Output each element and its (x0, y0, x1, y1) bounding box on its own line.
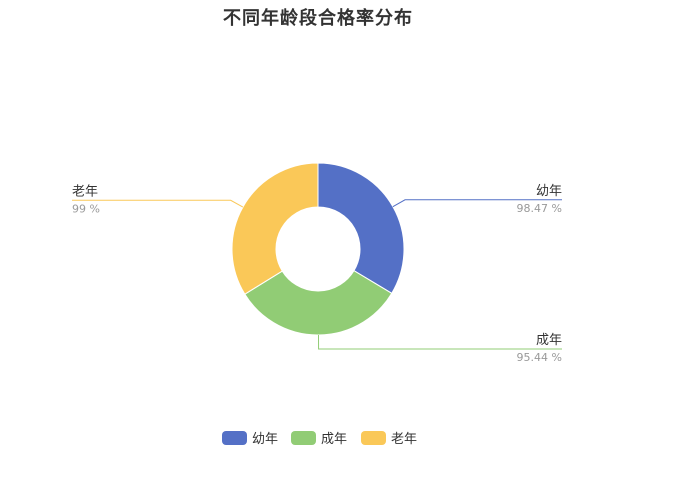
slice-labels: 幼年 98.47 % 成年 95.44 % 老年 99 % (72, 184, 562, 364)
legend-swatch-youth (222, 431, 247, 445)
legend-swatch-adult (291, 431, 316, 445)
donut-slice-youth[interactable] (317, 162, 405, 295)
chart-title: 不同年龄段合格率分布 (223, 8, 413, 29)
legend-label-adult: 成年 (321, 432, 347, 447)
legend-label-senior: 老年 (391, 432, 417, 447)
donut-slice-adult[interactable] (244, 269, 393, 336)
legend-label-youth: 幼年 (252, 432, 278, 447)
slice-label-adult: 成年 (536, 333, 562, 348)
leader-line-adult (317, 334, 562, 350)
chart-legend[interactable]: 幼年 成年 老年 (222, 431, 417, 447)
slice-label-youth: 幼年 (536, 184, 562, 199)
donut-slice-senior[interactable] (231, 162, 319, 295)
legend-item-youth[interactable]: 幼年 (222, 431, 278, 447)
leader-line-youth (392, 199, 562, 208)
leader-line-senior (72, 199, 244, 208)
slice-label-senior: 老年 (72, 184, 98, 199)
slice-value-youth: 98.47 % (517, 202, 562, 215)
slice-value-senior: 99 % (72, 202, 100, 215)
slice-value-adult: 95.44 % (517, 351, 562, 364)
legend-item-adult[interactable]: 成年 (291, 431, 347, 447)
leader-lines (72, 199, 562, 350)
legend-swatch-senior (361, 431, 386, 445)
legend-item-senior[interactable]: 老年 (361, 431, 417, 447)
chart-slices (231, 162, 405, 336)
